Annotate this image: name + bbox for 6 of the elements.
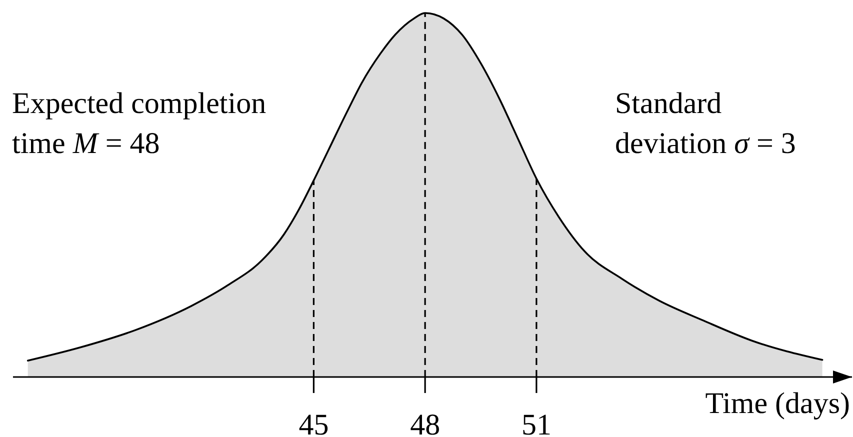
x-axis-title: Time (days) [705,387,850,420]
x-tick-label: 48 [410,408,440,437]
x-tick-label: 51 [521,408,552,437]
text: Expected completion time M = 48 [12,87,266,160]
x-tick-label: 45 [298,408,329,437]
annotation: Standard deviation σ = 3 [615,87,796,160]
